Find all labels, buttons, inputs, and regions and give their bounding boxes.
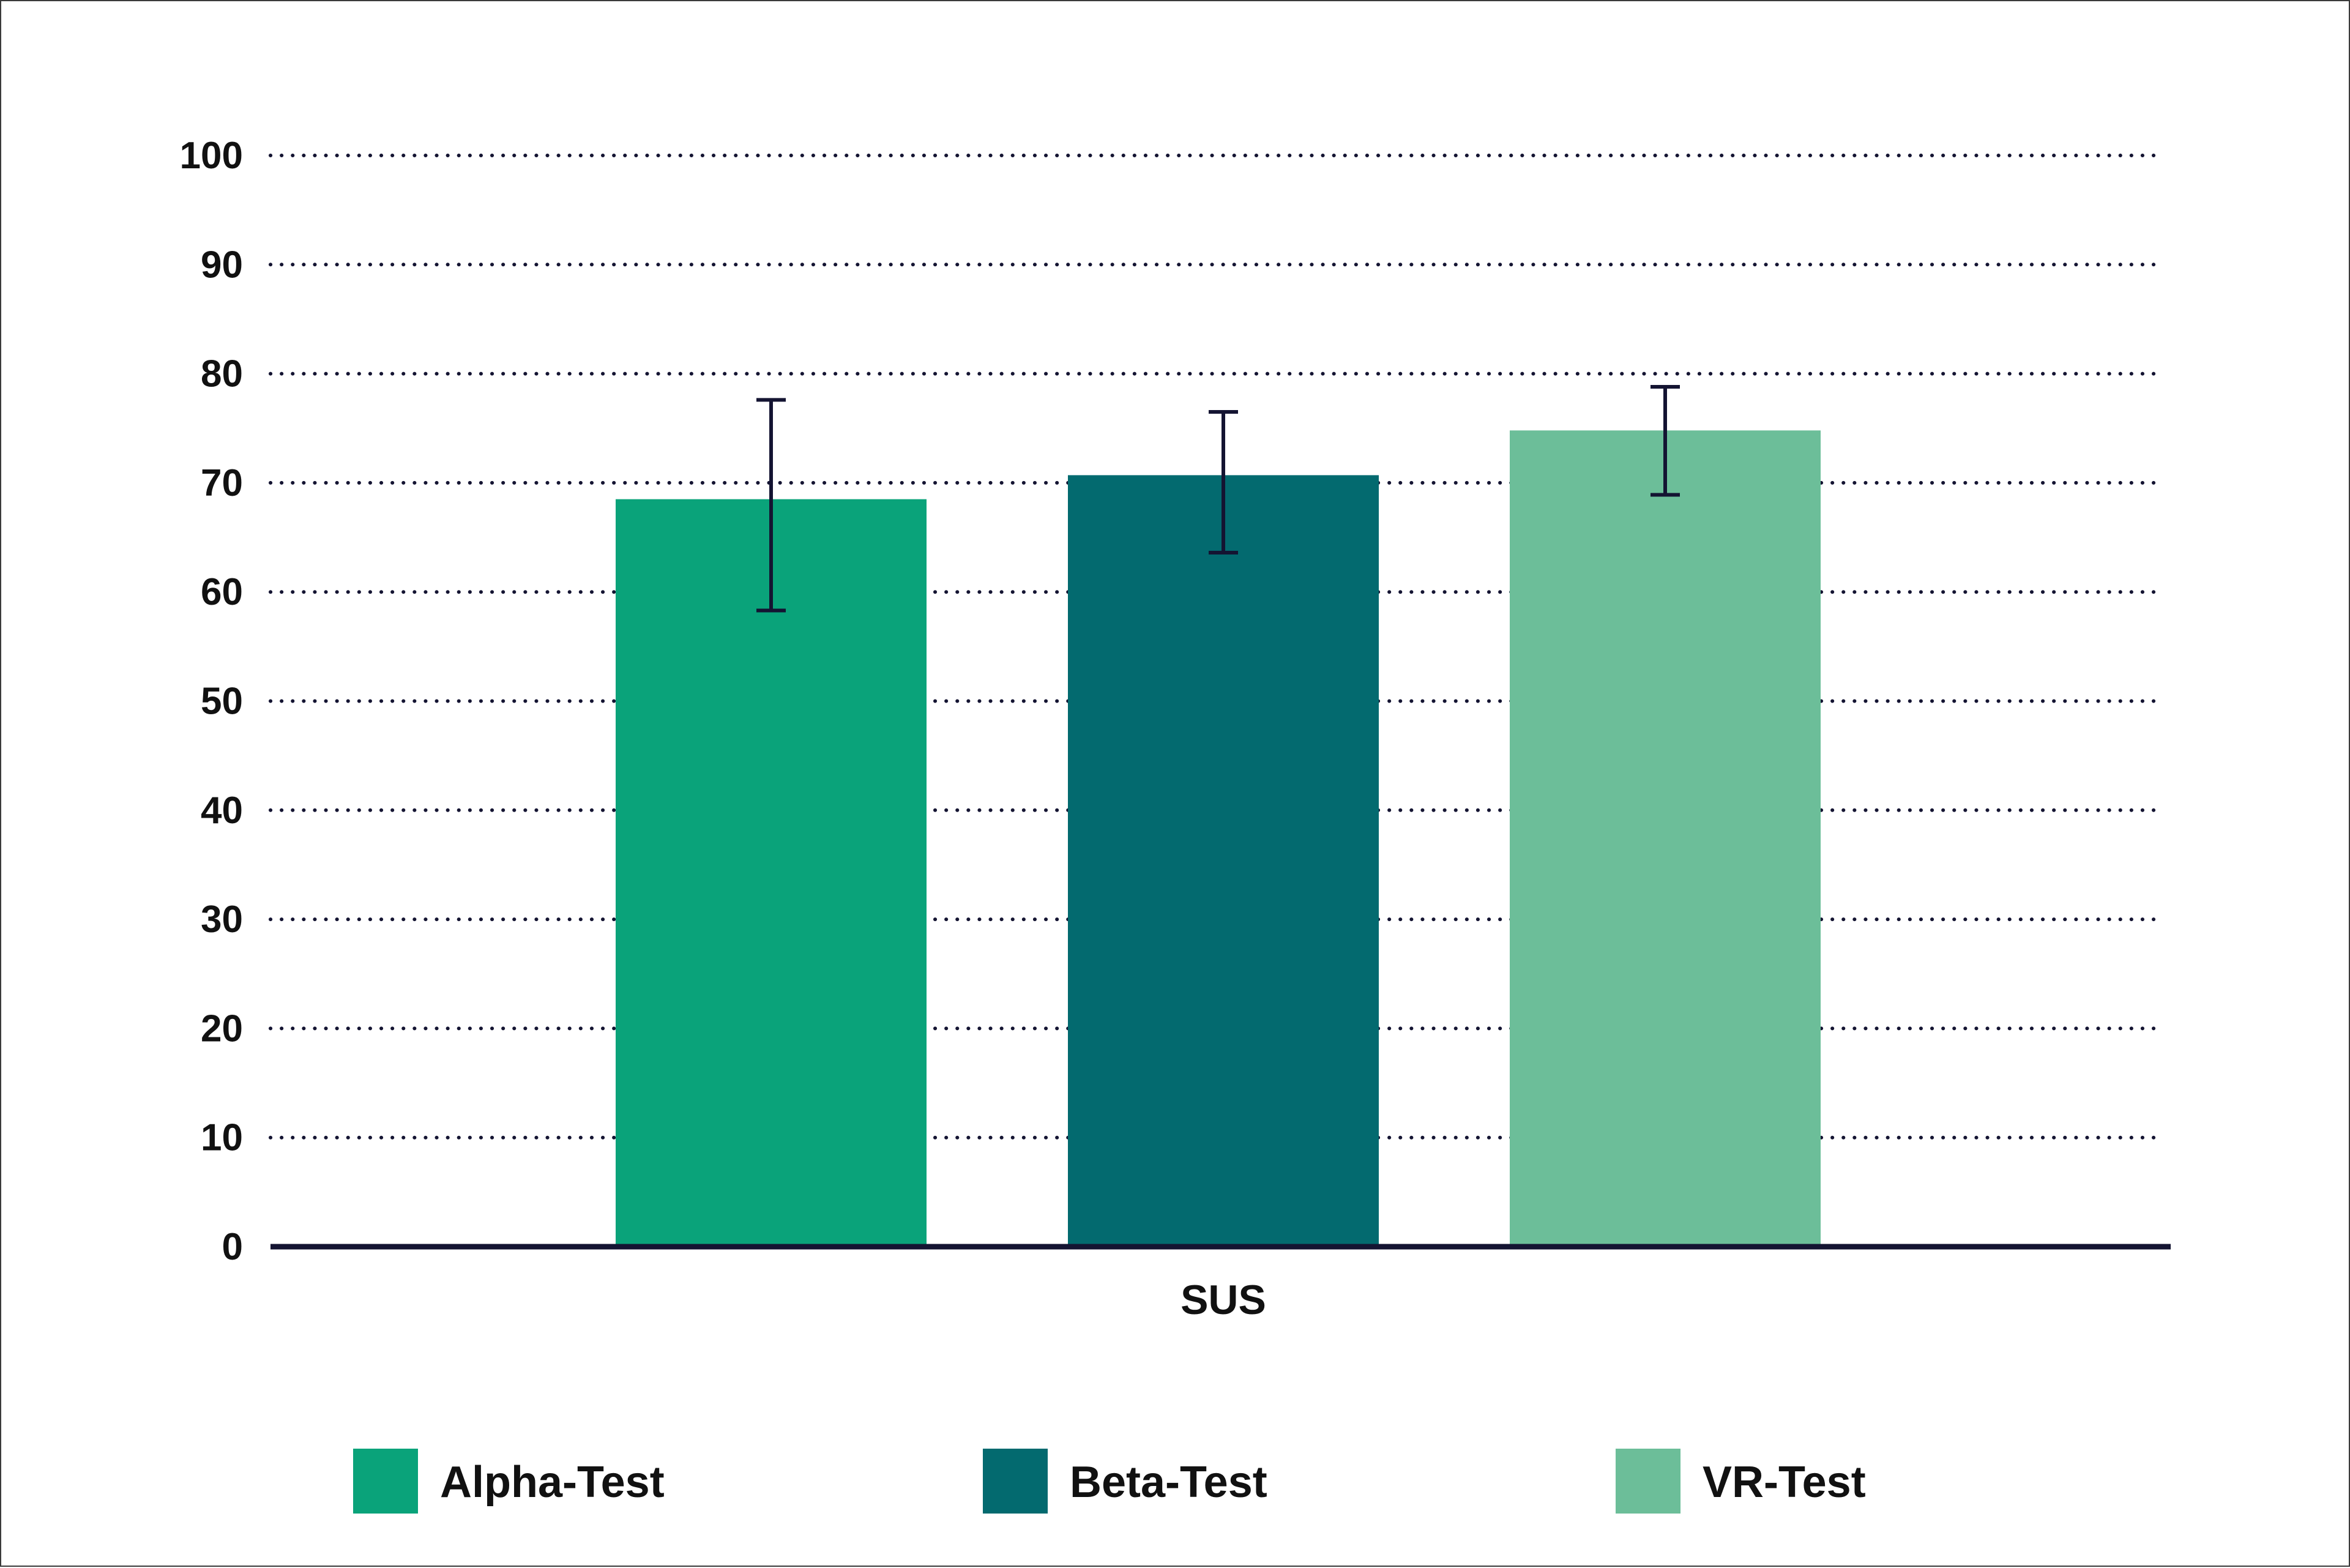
y-tick-label: 40 <box>201 790 243 832</box>
y-tick-label: 20 <box>201 1007 243 1050</box>
y-tick-label: 90 <box>201 244 243 286</box>
legend-item-vr-test: VR-Test <box>1616 1449 1866 1514</box>
y-tick-label: 0 <box>222 1226 243 1268</box>
error-bars <box>756 384 1680 613</box>
bar-vr-test <box>1510 430 1821 1247</box>
legend-label: Alpha-Test <box>440 1458 665 1507</box>
error-bar-alpha-test <box>756 398 786 613</box>
legend-label: Beta-Test <box>1070 1458 1267 1507</box>
legend-swatch <box>1616 1449 1680 1514</box>
legend: Alpha-Test Beta-Test VR-Test <box>353 1449 1866 1514</box>
error-bar-beta-test <box>1209 410 1238 555</box>
bar-alpha-test <box>616 499 927 1247</box>
legend-swatch <box>353 1449 418 1514</box>
legend-item-beta-test: Beta-Test <box>983 1449 1267 1514</box>
bar-beta-test <box>1068 475 1379 1247</box>
y-tick-label: 70 <box>201 462 243 504</box>
y-tick-label: 30 <box>201 898 243 941</box>
y-tick-label: 100 <box>180 135 243 177</box>
legend-item-alpha-test: Alpha-Test <box>353 1449 665 1514</box>
y-tick-label: 60 <box>201 571 243 613</box>
error-bar-vr-test <box>1651 384 1680 497</box>
legend-swatch <box>983 1449 1048 1514</box>
category-label: SUS <box>1181 1277 1266 1323</box>
bars <box>616 430 1821 1247</box>
y-tick-label: 10 <box>201 1117 243 1159</box>
legend-label: VR-Test <box>1703 1458 1866 1507</box>
y-tick-label: 80 <box>201 353 243 395</box>
y-tick-label: 50 <box>201 681 243 723</box>
x-axis-categories: SUS <box>1181 1277 1266 1323</box>
y-axis-ticks: 0 10 20 30 40 50 60 70 80 90 100 <box>180 135 243 1268</box>
